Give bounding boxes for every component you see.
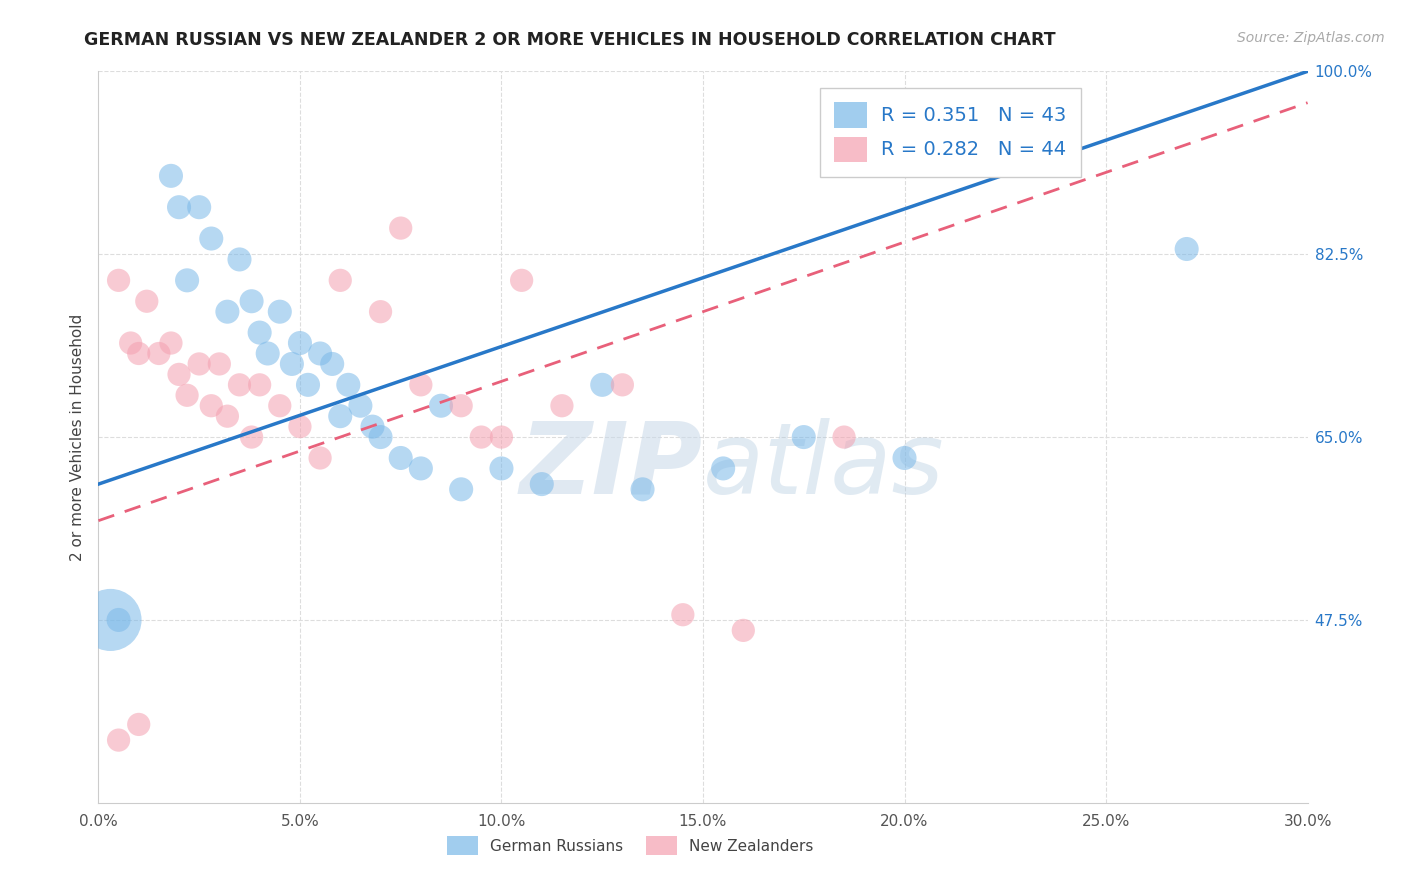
- Point: [491, 430, 513, 444]
- Point: [309, 450, 332, 465]
- Text: Source: ZipAtlas.com: Source: ZipAtlas.com: [1237, 31, 1385, 45]
- Point: [321, 357, 343, 371]
- Point: [288, 419, 311, 434]
- Point: [188, 200, 211, 214]
- Point: [297, 377, 319, 392]
- Point: [269, 304, 291, 318]
- Text: atlas: atlas: [703, 417, 945, 515]
- Point: [256, 346, 278, 360]
- Point: [128, 717, 150, 731]
- Point: [631, 483, 654, 497]
- Point: [240, 430, 263, 444]
- Point: [288, 336, 311, 351]
- Point: [160, 336, 183, 351]
- Point: [370, 304, 392, 318]
- Point: [107, 733, 129, 747]
- Point: [510, 273, 533, 287]
- Point: [530, 477, 553, 491]
- Point: [228, 377, 250, 392]
- Point: [361, 419, 384, 434]
- Point: [409, 461, 432, 475]
- Point: [672, 607, 695, 622]
- Point: [217, 409, 239, 424]
- Point: [430, 399, 453, 413]
- Legend: German Russians, New Zealanders: German Russians, New Zealanders: [441, 830, 820, 861]
- Y-axis label: 2 or more Vehicles in Household: 2 or more Vehicles in Household: [69, 313, 84, 561]
- Point: [309, 346, 332, 360]
- Point: [349, 399, 371, 413]
- Point: [1175, 242, 1198, 256]
- Point: [450, 399, 472, 413]
- Point: [249, 377, 271, 392]
- Point: [409, 377, 432, 392]
- Point: [200, 231, 222, 245]
- Point: [249, 326, 271, 340]
- Point: [370, 430, 392, 444]
- Point: [107, 273, 129, 287]
- Point: [148, 346, 170, 360]
- Point: [176, 273, 198, 287]
- Point: [240, 294, 263, 309]
- Point: [217, 304, 239, 318]
- Point: [711, 461, 734, 475]
- Point: [470, 430, 492, 444]
- Point: [228, 252, 250, 267]
- Point: [176, 388, 198, 402]
- Point: [167, 200, 190, 214]
- Text: GERMAN RUSSIAN VS NEW ZEALANDER 2 OR MORE VEHICLES IN HOUSEHOLD CORRELATION CHAR: GERMAN RUSSIAN VS NEW ZEALANDER 2 OR MOR…: [84, 31, 1056, 49]
- Point: [612, 377, 634, 392]
- Point: [100, 613, 122, 627]
- Text: ZIP: ZIP: [520, 417, 703, 515]
- Point: [832, 430, 855, 444]
- Point: [167, 368, 190, 382]
- Point: [551, 399, 574, 413]
- Point: [269, 399, 291, 413]
- Point: [107, 613, 129, 627]
- Point: [337, 377, 360, 392]
- Point: [135, 294, 157, 309]
- Point: [491, 461, 513, 475]
- Point: [450, 483, 472, 497]
- Point: [591, 377, 613, 392]
- Point: [188, 357, 211, 371]
- Point: [329, 409, 352, 424]
- Point: [160, 169, 183, 183]
- Point: [329, 273, 352, 287]
- Point: [200, 399, 222, 413]
- Point: [793, 430, 815, 444]
- Point: [733, 624, 755, 638]
- Point: [389, 221, 412, 235]
- Point: [120, 336, 142, 351]
- Point: [281, 357, 304, 371]
- Point: [128, 346, 150, 360]
- Point: [893, 450, 915, 465]
- Point: [208, 357, 231, 371]
- Point: [389, 450, 412, 465]
